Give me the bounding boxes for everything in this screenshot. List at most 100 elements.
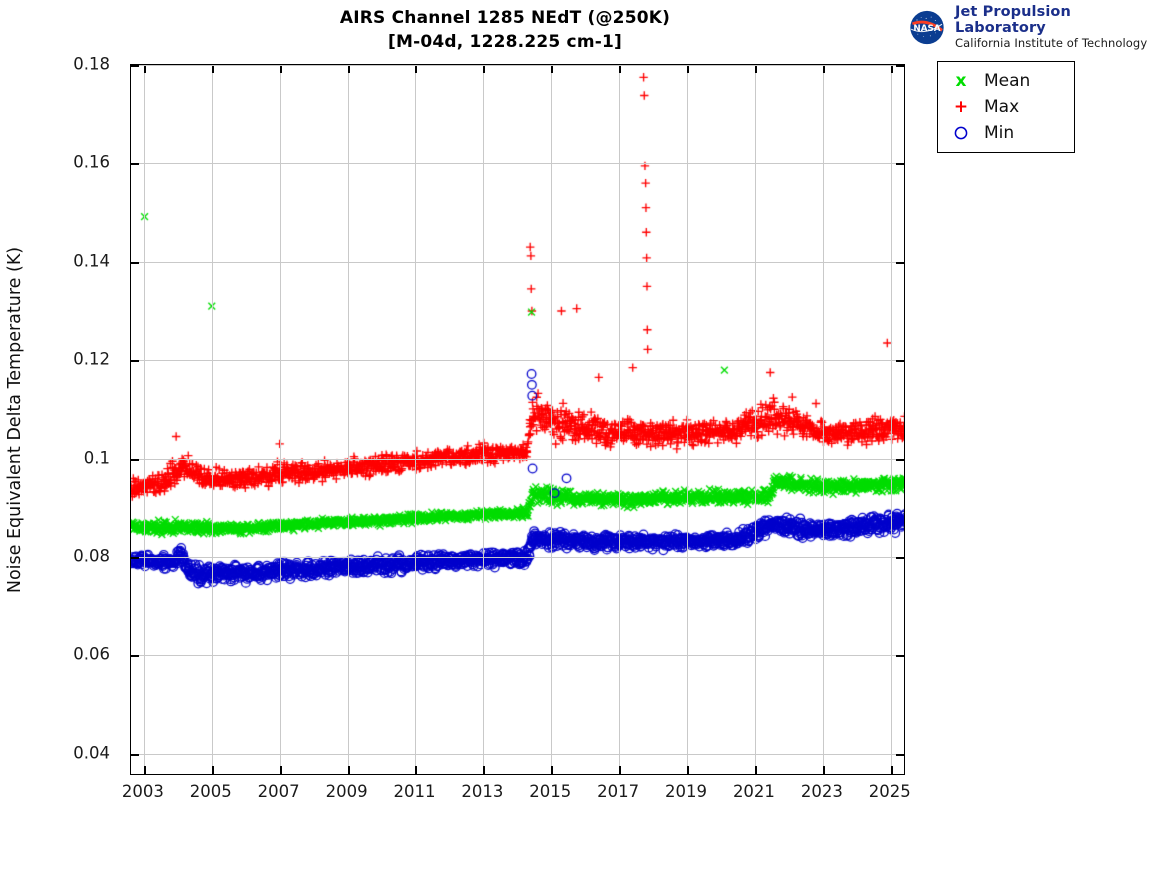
gridline-horizontal [131, 360, 904, 361]
x-axis-tick [619, 766, 621, 774]
y-axis-tick-right [896, 459, 904, 461]
gridline-horizontal [131, 655, 904, 656]
x-axis-tick [144, 766, 146, 774]
y-tick-label: 0.16 [73, 152, 110, 172]
gridline-vertical [280, 65, 281, 774]
svg-text:NASA: NASA [913, 23, 940, 33]
x-axis-tick-top [891, 65, 893, 73]
x-tick-label: 2015 [529, 782, 572, 801]
gridline-vertical [212, 65, 213, 774]
x-tick-label: 2023 [800, 782, 843, 801]
plot-area [130, 64, 905, 775]
x-axis-tick [348, 766, 350, 774]
scatter-plot-canvas [131, 65, 904, 774]
legend-label-max: Max [984, 97, 1020, 117]
y-axis-tick [131, 459, 139, 461]
gridline-horizontal [131, 459, 904, 460]
y-axis-tick [131, 65, 139, 67]
x-tick-label: 2005 [189, 782, 232, 801]
jpl-institute-name: California Institute of Technology [955, 36, 1148, 50]
y-axis-tick [131, 754, 139, 756]
x-axis-tick [415, 766, 417, 774]
x-axis-tick [687, 766, 689, 774]
y-axis-tick-right [896, 655, 904, 657]
jpl-wordmark: Jet Propulsion Laboratory California Ins… [955, 4, 1164, 50]
chart-title: AIRS Channel 1285 NEdT (@250K) [M-04d, 1… [0, 6, 1010, 54]
gridline-horizontal [131, 754, 904, 755]
x-axis-tick-top [415, 65, 417, 73]
gridline-vertical [348, 65, 349, 774]
chart-title-line-2: [M-04d, 1228.225 cm-1] [388, 32, 622, 52]
y-axis-tick-right [896, 360, 904, 362]
gridline-vertical [551, 65, 552, 774]
legend-item-mean: x Mean [938, 68, 1074, 94]
y-tick-label: 0.06 [73, 644, 110, 664]
y-axis-tick-right [896, 754, 904, 756]
legend-marker-min-icon [938, 125, 984, 142]
y-axis-tick-right [896, 262, 904, 264]
chart-title-line-1: AIRS Channel 1285 NEdT (@250K) [339, 8, 671, 28]
gridline-vertical [483, 65, 484, 774]
legend-marker-max-icon: + [953, 96, 969, 117]
x-tick-label: 2009 [325, 782, 368, 801]
x-axis-tick [891, 766, 893, 774]
x-axis-tick-top [212, 65, 214, 73]
legend-item-max: + Max [938, 94, 1074, 120]
legend-item-min: Min [938, 120, 1074, 146]
x-tick-label: 2007 [257, 782, 300, 801]
gridline-horizontal [131, 557, 904, 558]
x-axis-tick-top [823, 65, 825, 73]
x-axis-tick-top [619, 65, 621, 73]
x-axis-tick [280, 766, 282, 774]
legend-label-min: Min [984, 123, 1015, 143]
x-axis-tick [755, 766, 757, 774]
x-tick-label: 2021 [732, 782, 775, 801]
x-axis-tick [483, 766, 485, 774]
x-tick-label: 2013 [461, 782, 504, 801]
y-tick-label: 0.04 [73, 743, 110, 763]
nasa-jpl-logo: NASA Jet Propulsion Laboratory Californi… [906, 4, 1164, 50]
legend-marker-mean-icon: x [955, 70, 967, 91]
gridline-vertical [823, 65, 824, 774]
x-axis-tick-top [280, 65, 282, 73]
gridline-horizontal [131, 65, 904, 66]
x-tick-label: 2003 [121, 782, 164, 801]
y-axis-tick-right [896, 163, 904, 165]
x-axis-tick [823, 766, 825, 774]
y-tick-label: 0.18 [73, 54, 110, 74]
y-axis-tick-right [896, 557, 904, 559]
x-tick-label: 2025 [868, 782, 911, 801]
y-tick-label: 0.14 [73, 251, 110, 271]
gridline-vertical [687, 65, 688, 774]
x-axis-tick-top [551, 65, 553, 73]
x-axis-tick [212, 766, 214, 774]
gridline-horizontal [131, 262, 904, 263]
x-tick-label: 2011 [393, 782, 436, 801]
y-axis-tick [131, 262, 139, 264]
x-tick-label: 2019 [665, 782, 708, 801]
legend-label-mean: Mean [984, 71, 1031, 91]
y-axis-tick [131, 163, 139, 165]
x-axis-tick [551, 766, 553, 774]
x-axis-tick-top [687, 65, 689, 73]
gridline-vertical [144, 65, 145, 774]
y-tick-label: 0.1 [83, 448, 110, 468]
legend: x Mean + Max Min [937, 61, 1075, 153]
gridline-vertical [755, 65, 756, 774]
gridline-horizontal [131, 163, 904, 164]
jpl-lab-name: Jet Propulsion Laboratory [955, 4, 1071, 36]
x-axis-tick-top [483, 65, 485, 73]
y-axis-tick [131, 557, 139, 559]
x-axis-tick-top [348, 65, 350, 73]
x-axis-tick-top [755, 65, 757, 73]
y-axis-tick [131, 655, 139, 657]
gridline-vertical [891, 65, 892, 774]
x-tick-label: 2017 [597, 782, 640, 801]
nasa-meatball-icon: NASA [906, 10, 948, 45]
y-axis-tick [131, 360, 139, 362]
y-axis-tick-right [896, 65, 904, 67]
gridline-vertical [619, 65, 620, 774]
y-tick-label: 0.08 [73, 546, 110, 566]
x-axis-tick-top [144, 65, 146, 73]
